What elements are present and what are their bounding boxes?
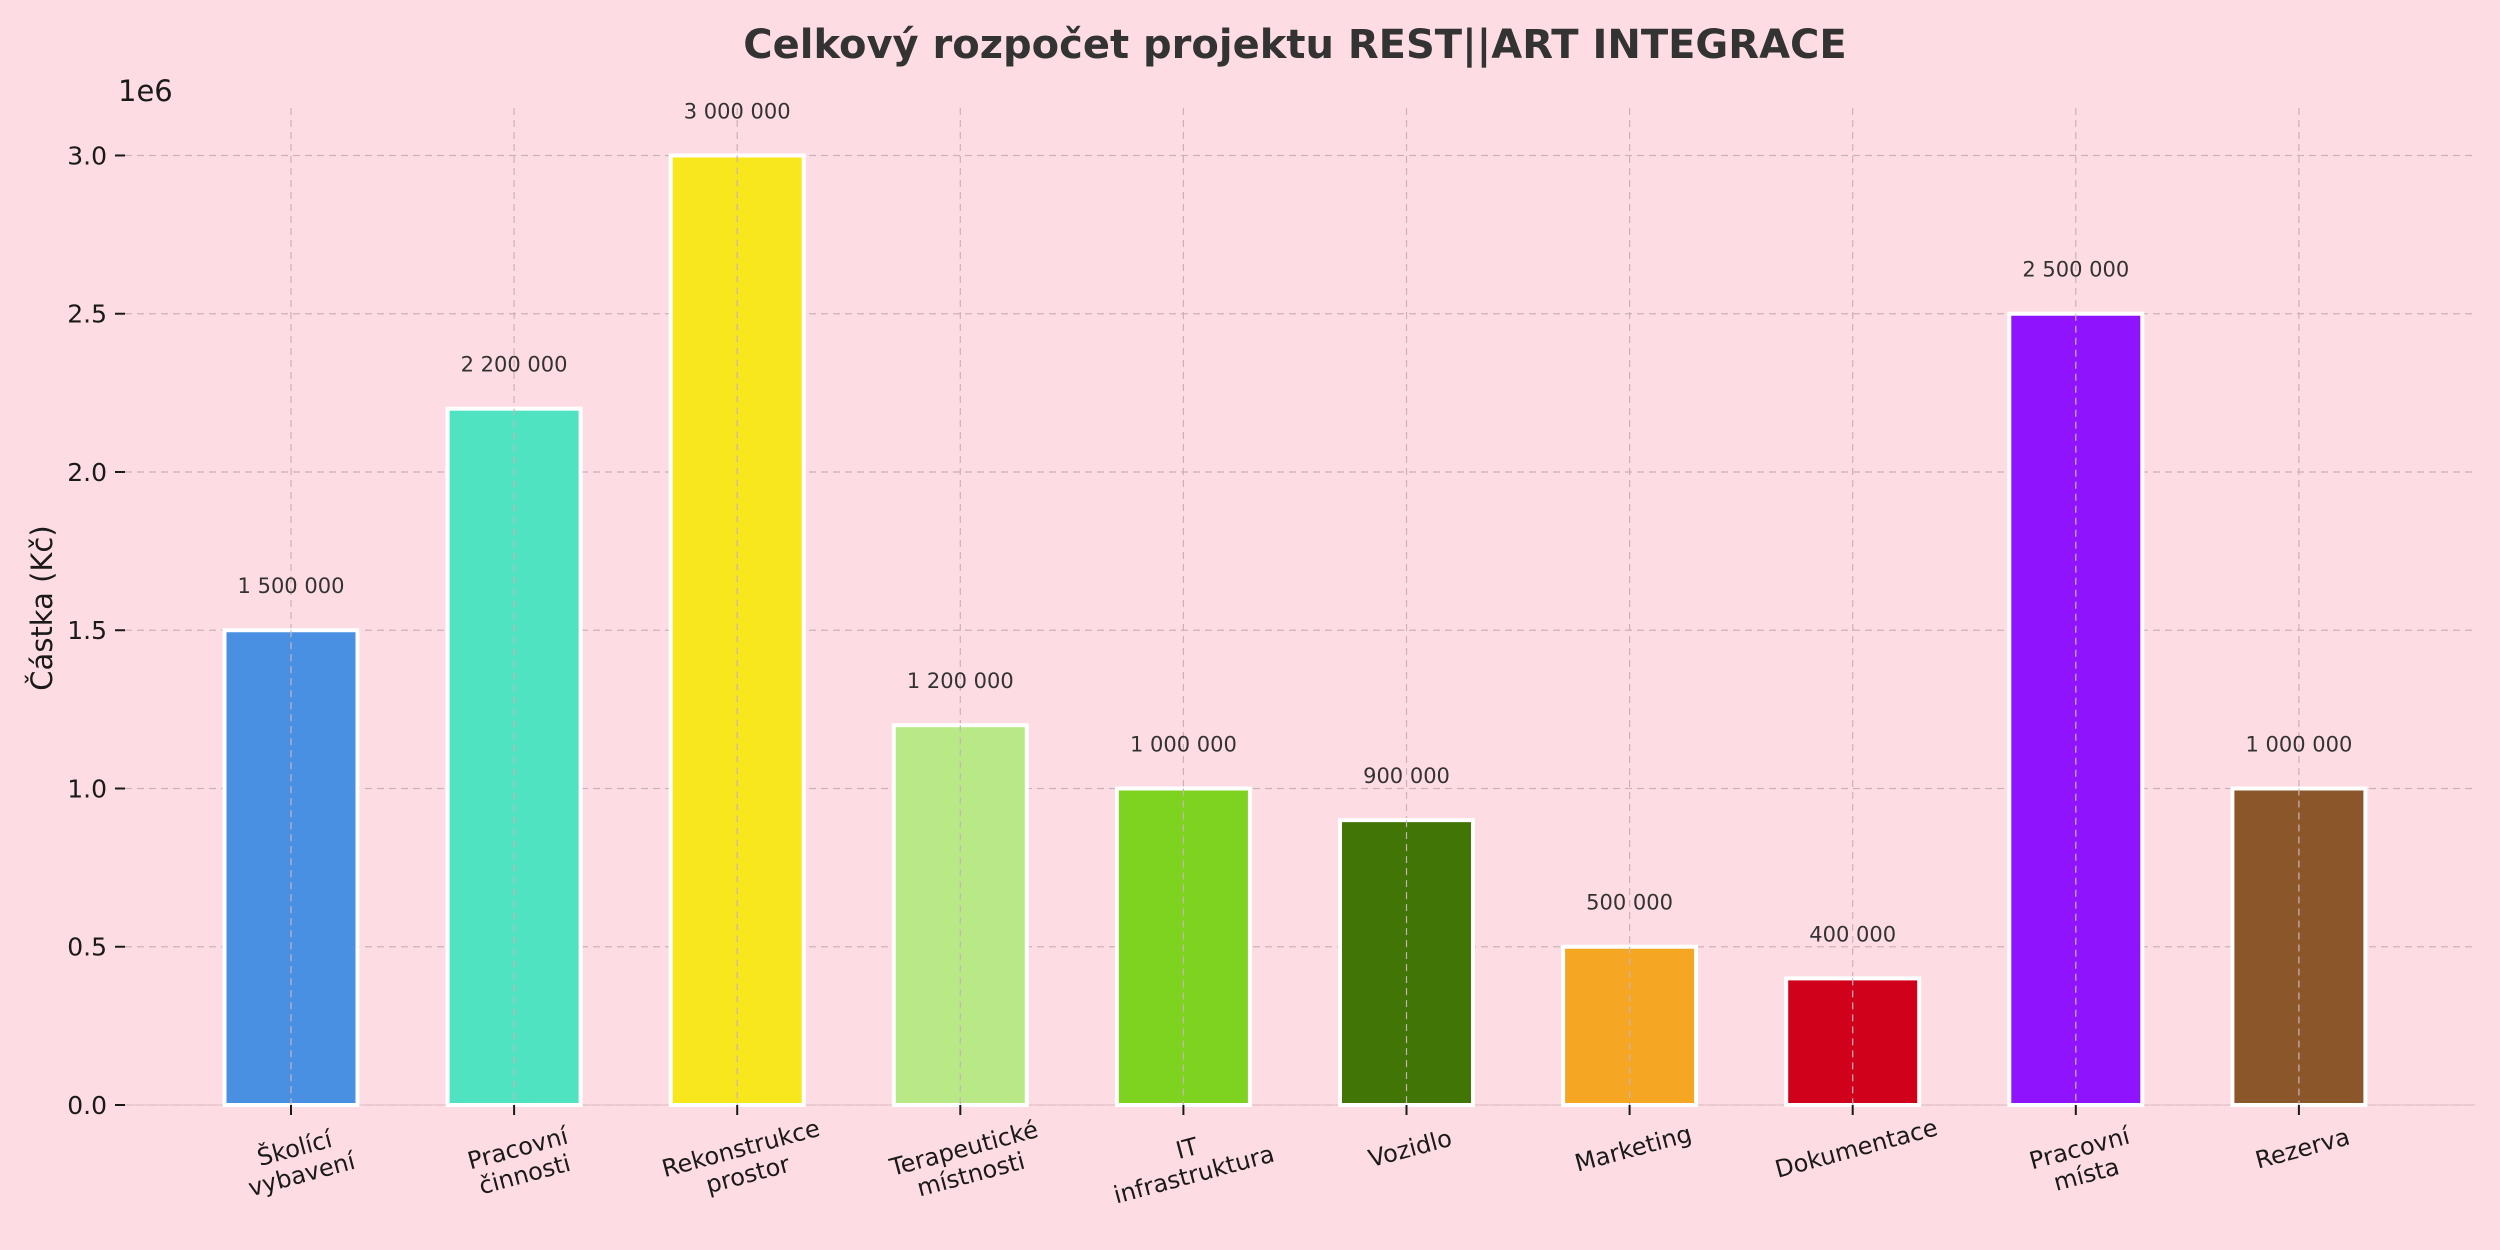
y-tick-label: 1.5: [67, 616, 107, 645]
y-tick-label: 0.0: [67, 1091, 107, 1120]
svg-text:Školícívybavení: Školícívybavení: [238, 1119, 360, 1203]
svg-text:Vozidlo: Vozidlo: [1365, 1124, 1454, 1173]
bar: [891, 723, 1029, 1107]
x-tick-label: Dokumentace: [1772, 1113, 1941, 1183]
x-tick-label: Rezerva: [2252, 1123, 2352, 1175]
x-tick-label: Pracovníčinnosti: [465, 1121, 580, 1201]
svg-text:ITinfrastruktura: ITinfrastruktura: [1104, 1114, 1278, 1210]
data-label: 500 000: [1586, 891, 1673, 915]
x-tick-label-line: Vozidlo: [1365, 1124, 1454, 1173]
data-label: 3 000 000: [684, 99, 791, 123]
y-tick-label: 2.0: [67, 458, 107, 487]
data-label: 1 500 000: [238, 574, 345, 598]
x-tick-label: Marketing: [1572, 1120, 1695, 1178]
x-tick-label-line: Marketing: [1572, 1120, 1695, 1178]
y-axis-offset-label: 1e6: [118, 74, 173, 108]
data-label: 1 200 000: [907, 669, 1014, 693]
data-label: 2 500 000: [2022, 258, 2129, 282]
y-tick-label: 0.5: [67, 933, 107, 962]
x-tick-label: Školícívybavení: [238, 1119, 360, 1203]
svg-text:Rekonstrukceprostor: Rekonstrukceprostor: [659, 1114, 830, 1209]
svg-text:Pracovníčinnosti: Pracovníčinnosti: [465, 1121, 580, 1201]
x-tick-label-line: Dokumentace: [1772, 1113, 1941, 1183]
svg-text:Terapeutickémístnosti: Terapeutickémístnosti: [886, 1115, 1048, 1208]
data-label: 2 200 000: [461, 353, 568, 377]
x-tick-label: Pracovnímísta: [2026, 1121, 2141, 1201]
y-tick-label: 1.0: [67, 774, 107, 803]
y-tick-label: 2.5: [67, 300, 107, 329]
svg-text:Pracovnímísta: Pracovnímísta: [2026, 1121, 2141, 1201]
x-tick-label: Terapeutickémístnosti: [886, 1115, 1048, 1208]
x-tick-label: Rekonstrukceprostor: [659, 1114, 830, 1209]
data-label: 1 000 000: [1130, 732, 1237, 756]
svg-text:Marketing: Marketing: [1572, 1120, 1695, 1178]
y-tick-label: 3.0: [67, 141, 107, 170]
data-label: 900 000: [1363, 764, 1450, 788]
x-tick-label: Vozidlo: [1365, 1124, 1454, 1173]
y-axis-label: Částka (Kč): [25, 525, 59, 690]
bars: [222, 153, 2368, 1108]
bar: [1338, 818, 1475, 1108]
svg-text:Dokumentace: Dokumentace: [1772, 1113, 1941, 1183]
data-label: 400 000: [1809, 922, 1896, 946]
data-label: 1 000 000: [2245, 732, 2352, 756]
svg-text:Rezerva: Rezerva: [2252, 1123, 2352, 1175]
bar: [222, 628, 360, 1107]
x-tick-label: ITinfrastruktura: [1104, 1114, 1278, 1210]
data-labels: 1 500 000 2 200 000 3 000 000 1 200 000 1 00…: [238, 99, 2353, 946]
chart-title: Celkový rozpočet projektu REST||ART INTE…: [743, 22, 1846, 69]
x-tick-label-line: Rezerva: [2252, 1123, 2352, 1175]
